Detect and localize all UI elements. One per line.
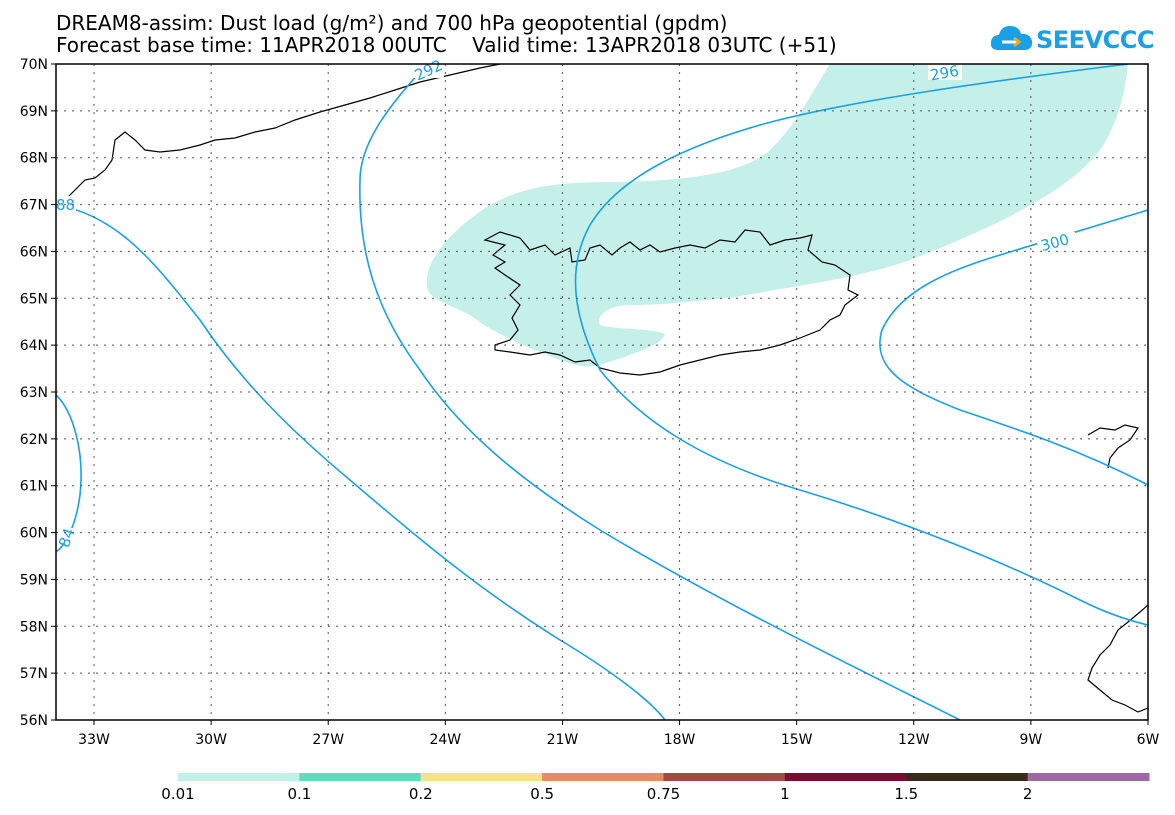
graticule — [56, 64, 1148, 720]
lon-tick-label: 12W — [898, 732, 930, 748]
colorbar-label: 0.75 — [646, 785, 681, 803]
colorbar-label: 0.5 — [530, 785, 555, 803]
contour-label-296: 296 — [929, 62, 960, 85]
lat-tick-label: 59N — [20, 572, 48, 588]
seevccc-logo: SEEVCCC — [988, 20, 1155, 60]
lat-tick-label: 64N — [20, 338, 48, 354]
lon-tick-label: 21W — [547, 732, 579, 748]
forecast-time-line: Forecast base time: 11APR2018 00UTC Vali… — [56, 33, 837, 57]
lat-tick-label: 58N — [20, 619, 48, 635]
contour-label-284: 84 — [55, 526, 78, 550]
lat-tick-label: 63N — [20, 385, 48, 401]
colorbar-label: 2 — [1022, 785, 1033, 803]
lat-tick-label: 62N — [20, 432, 48, 448]
lat-tick-label: 68N — [20, 151, 48, 167]
lon-tick-label: 33W — [78, 732, 110, 748]
lat-tick-label: 69N — [20, 104, 48, 120]
lat-tick-label: 67N — [20, 198, 48, 214]
colorbar-label: 1 — [780, 785, 790, 803]
lat-tick-label: 61N — [20, 479, 48, 495]
colorbar-label: 0.2 — [408, 785, 433, 803]
colorbar-label: 0.1 — [287, 785, 312, 803]
iceland-coastline — [483, 229, 860, 376]
lon-tick-label: 30W — [195, 732, 227, 748]
colorbar-label: 0.01 — [161, 785, 195, 803]
faroe-islands-coastline — [1087, 424, 1139, 469]
lat-tick-label: 66N — [20, 244, 48, 260]
contour-292 — [359, 71, 961, 720]
lat-tick-label: 60N — [20, 526, 48, 542]
lon-tick-label: 18W — [664, 732, 696, 748]
lat-tick-label: 70N — [20, 57, 48, 73]
lon-tick-label: 15W — [781, 732, 813, 748]
lat-tick-label: 65N — [20, 291, 48, 307]
lon-tick-label: 24W — [429, 732, 461, 748]
scotland-coastline — [1087, 604, 1148, 713]
lat-tick-label: 57N — [20, 666, 48, 682]
coastlines — [56, 64, 1148, 713]
lon-tick-label: 9W — [1020, 732, 1043, 748]
lon-tick-label: 27W — [312, 732, 344, 748]
cloud-icon — [990, 26, 1033, 50]
map-title: DREAM8-assim: Dust load (g/m²) and 700 h… — [56, 11, 728, 35]
lat-tick-label: 56N — [20, 713, 48, 729]
lon-tick-label: 6W — [1137, 732, 1160, 748]
colorbar-label: 1.5 — [894, 785, 919, 803]
contour-288 — [56, 204, 666, 720]
logo-text: SEEVCCC — [1036, 26, 1155, 54]
dust-load-area — [426, 64, 1128, 367]
greenland-coastline — [56, 64, 501, 211]
